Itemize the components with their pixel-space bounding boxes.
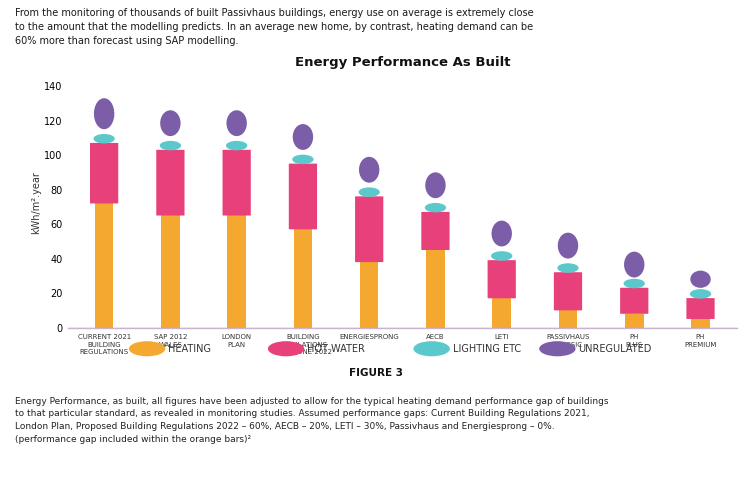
FancyBboxPatch shape [687,298,714,319]
Ellipse shape [268,341,305,356]
Ellipse shape [359,157,380,182]
Text: FIGURE 3: FIGURE 3 [349,368,403,378]
Text: HOT WATER: HOT WATER [308,344,365,354]
Bar [493,298,511,328]
Bar [161,216,180,328]
Ellipse shape [129,341,165,356]
FancyBboxPatch shape [620,288,648,314]
Ellipse shape [414,341,450,356]
Ellipse shape [425,172,446,198]
Ellipse shape [293,124,313,150]
Text: UNREGULATED: UNREGULATED [578,344,652,354]
Ellipse shape [690,289,711,298]
FancyBboxPatch shape [421,212,450,250]
Bar [426,250,444,328]
Ellipse shape [491,251,512,260]
Ellipse shape [226,141,247,150]
Ellipse shape [159,141,181,150]
FancyBboxPatch shape [554,272,582,310]
Ellipse shape [690,270,711,288]
Ellipse shape [624,252,644,278]
FancyBboxPatch shape [156,150,184,216]
Ellipse shape [623,279,645,288]
Bar [293,229,312,328]
Bar [227,216,246,328]
Ellipse shape [557,264,578,273]
FancyBboxPatch shape [289,164,317,230]
Bar [360,262,378,328]
Bar [625,314,644,328]
Ellipse shape [226,110,247,136]
Text: LIGHTING ETC: LIGHTING ETC [453,344,521,354]
FancyBboxPatch shape [90,143,118,204]
Bar [95,204,114,328]
Ellipse shape [93,134,115,143]
Bar [559,310,578,328]
Bar [691,319,710,328]
Ellipse shape [160,110,180,136]
Ellipse shape [94,98,114,129]
FancyBboxPatch shape [355,196,384,262]
Ellipse shape [492,220,512,246]
Ellipse shape [558,232,578,258]
Text: From the monitoring of thousands of built Passivhaus buildings, energy use on av: From the monitoring of thousands of buil… [15,8,534,46]
Y-axis label: kWh/m².year: kWh/m².year [32,171,41,234]
Ellipse shape [359,188,380,197]
Ellipse shape [425,203,446,212]
FancyBboxPatch shape [223,150,250,216]
Text: Energy Performance, as built, all figures have been adjusted to allow for the ty: Energy Performance, as built, all figure… [15,396,608,444]
Title: Energy Performance As Built: Energy Performance As Built [295,56,510,70]
Text: HEATING: HEATING [168,344,211,354]
Ellipse shape [539,341,575,356]
Ellipse shape [293,154,314,164]
FancyBboxPatch shape [487,260,516,298]
